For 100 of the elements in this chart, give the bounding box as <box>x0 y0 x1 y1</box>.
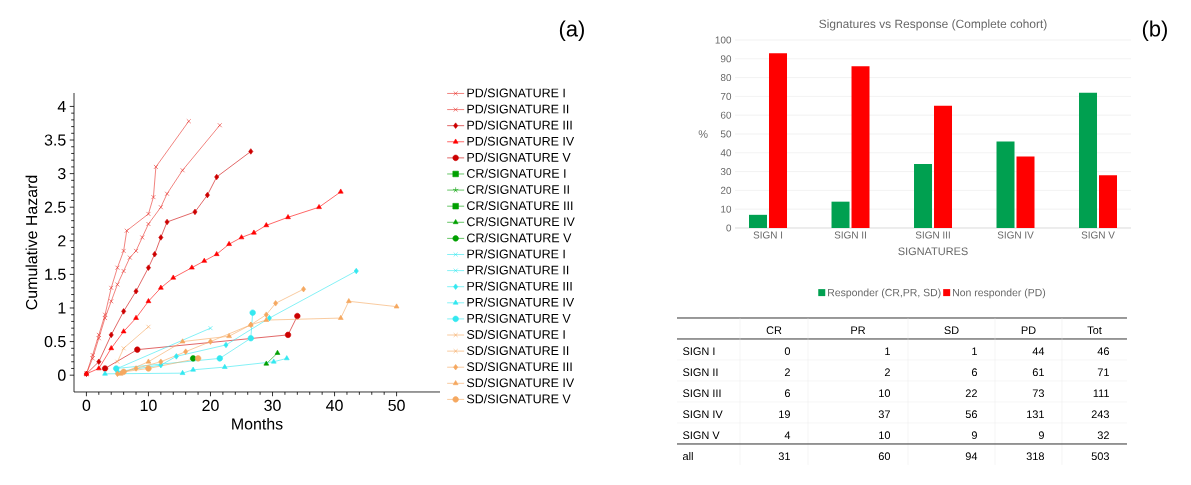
x-tick-label: CR <box>766 326 782 335</box>
data-label: 2 <box>884 368 890 376</box>
x-axis-title: SIGNATURES <box>898 247 968 256</box>
legend-label: CR/SIGNATURE II <box>467 184 569 194</box>
x-tick-label: SD <box>944 326 959 335</box>
x-tick-label: 40 <box>326 399 343 412</box>
x-tick-label: PD <box>1021 326 1036 334</box>
data-label: 37 <box>878 410 890 419</box>
legend-label: CR/SIGNATURE V <box>467 233 572 243</box>
y-tick-label: 40 <box>720 149 732 157</box>
y-tick-label: 0 <box>726 224 732 232</box>
y-tick-label: 90 <box>720 55 732 63</box>
data-label: 61 <box>1032 368 1044 377</box>
legend-label: PD/SIGNATURE III <box>467 120 572 130</box>
x-tick-label: SIGN IV <box>997 231 1034 239</box>
y-tick-label: 2.5 <box>44 201 66 213</box>
y-axis-title: % <box>698 130 708 138</box>
y-tick-label: 1 <box>58 302 66 314</box>
x-tick-label: 30 <box>264 399 281 412</box>
legend-label: PR/SIGNATURE IV <box>467 297 575 307</box>
legend-label: PD/SIGNATURE II <box>467 104 569 114</box>
y-tick-label: 0 <box>58 369 66 381</box>
legend-label: PD/SIGNATURE V <box>467 152 571 162</box>
data-label: 503 <box>1091 452 1109 461</box>
data-label: 9 <box>1038 431 1044 440</box>
data-label: 6 <box>784 389 790 398</box>
legend-label: CR/SIGNATURE I <box>467 168 566 178</box>
data-label: 56 <box>965 410 977 419</box>
data-label: 31 <box>778 452 790 461</box>
y-tick-label: SIGN II <box>683 368 718 377</box>
legend-label: Responder (CR,PR, SD) <box>828 288 941 299</box>
x-tick-label: 50 <box>388 399 405 412</box>
y-tick-label: SIGN IV <box>683 410 723 419</box>
y-tick-label: 70 <box>720 92 732 100</box>
data-label: 22 <box>965 389 977 397</box>
legend-label: Non responder (PD) <box>953 288 1046 299</box>
y-tick-label: SIGN I <box>683 347 715 356</box>
data-label: 10 <box>879 431 891 440</box>
x-tick-label: SIGN V <box>1081 231 1115 239</box>
y-tick-label: 30 <box>720 168 732 176</box>
y-tick-label: SIGN III <box>683 389 721 398</box>
x-tick-label: PR <box>851 326 866 334</box>
y-tick-label: 80 <box>720 74 732 82</box>
text: (b) <box>1142 20 1167 41</box>
x-axis-title: Months <box>232 417 283 430</box>
y-tick-label: 20 <box>720 186 732 194</box>
data-label: 6 <box>971 368 977 377</box>
data-label: 1 <box>885 347 890 355</box>
y-tick-label: 100 <box>715 36 732 44</box>
legend-label: SD/SIGNATURE IV <box>467 378 575 388</box>
data-label: 44 <box>1032 347 1045 355</box>
data-label: 46 <box>1097 347 1109 356</box>
data-label: 10 <box>879 389 891 398</box>
data-label: 19 <box>779 410 790 419</box>
x-tick-label: SIGN III <box>915 231 950 239</box>
y-tick-label: 3 <box>57 167 66 180</box>
legend-label: PR/SIGNATURE I <box>467 249 565 259</box>
data-label: 4 <box>784 431 791 439</box>
data-label: 318 <box>1026 452 1044 461</box>
y-tick-label: 0.5 <box>44 335 66 348</box>
legend-label: PD/SIGNATURE I <box>467 88 565 98</box>
data-label: 2 <box>784 368 790 376</box>
data-label: 131 <box>1027 410 1044 419</box>
legend-label: PR/SIGNATURE V <box>467 313 571 323</box>
chart-title: Signatures vs Response (Complete cohort) <box>819 19 1047 31</box>
x-tick-label: SIGN II <box>834 231 866 239</box>
legend-label: PR/SIGNATURE III <box>467 281 572 291</box>
y-tick-label: 60 <box>720 111 732 119</box>
data-label: 60 <box>878 452 891 461</box>
legend-label: SD/SIGNATURE V <box>467 394 571 404</box>
y-axis-title: Cumulative Hazard <box>25 175 38 310</box>
legend-label: CR/SIGNATURE IV <box>467 217 575 227</box>
y-tick-label: 4 <box>57 100 66 112</box>
legend-label: PR/SIGNATURE II <box>467 265 569 275</box>
y-tick-label: 10 <box>721 205 732 213</box>
x-tick-label: Tot <box>1087 326 1102 335</box>
legend-label: SD/SIGNATURE II <box>467 345 569 355</box>
data-label: 0 <box>784 347 791 356</box>
y-tick-label: 50 <box>720 130 732 138</box>
legend-label: SD/SIGNATURE I <box>467 329 565 339</box>
x-tick-label: 10 <box>140 399 157 412</box>
data-label: 9 <box>971 431 977 440</box>
data-label: 32 <box>1097 431 1109 440</box>
data-label: 1 <box>972 347 977 355</box>
y-tick-label: all <box>682 452 693 461</box>
x-tick-label: 0 <box>82 399 91 412</box>
y-tick-label: 1.5 <box>45 268 66 280</box>
y-tick-label: SIGN V <box>683 431 720 440</box>
x-tick-label: SIGN I <box>753 231 783 239</box>
data-label: 111 <box>1093 389 1109 397</box>
legend-label: CR/SIGNATURE III <box>467 200 573 211</box>
data-label: 71 <box>1097 368 1109 376</box>
legend-label: PD/SIGNATURE IV <box>467 136 575 146</box>
text: (a) <box>559 20 584 41</box>
legend-label: SD/SIGNATURE III <box>467 361 572 372</box>
y-tick-label: 2 <box>58 235 66 247</box>
y-tick-label: 3.5 <box>44 134 66 146</box>
data-label: 243 <box>1091 410 1109 419</box>
data-label: 94 <box>965 452 978 461</box>
data-label: 73 <box>1032 389 1044 398</box>
